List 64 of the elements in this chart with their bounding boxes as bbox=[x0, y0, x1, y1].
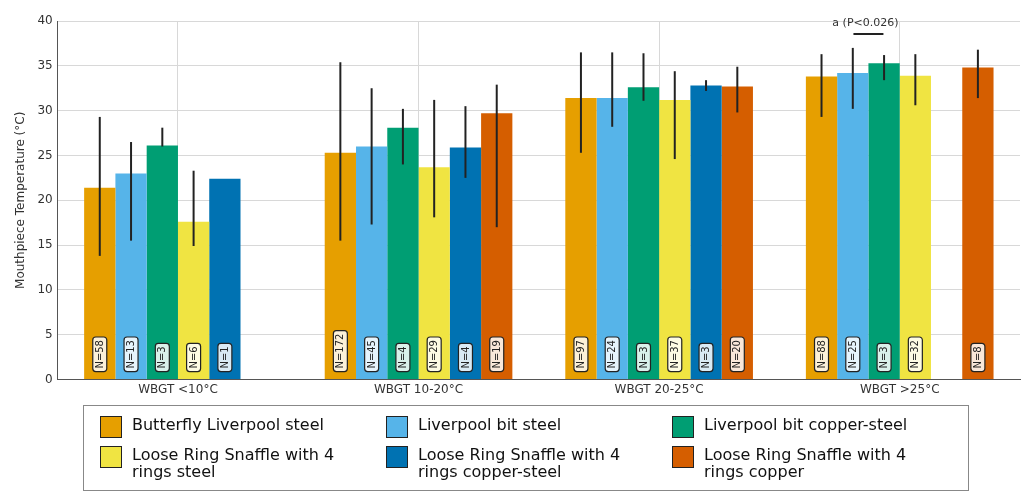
bar bbox=[387, 127, 419, 380]
annotation: N=32 bbox=[909, 340, 921, 369]
y-tick-label: 40 bbox=[37, 13, 53, 28]
annotation: N=1 bbox=[218, 346, 230, 369]
bar bbox=[837, 73, 869, 380]
bar bbox=[805, 76, 838, 380]
y-tick-label: 20 bbox=[37, 192, 53, 207]
annotation: N=19 bbox=[490, 340, 502, 369]
bar bbox=[659, 99, 691, 380]
annotation: N=8 bbox=[971, 346, 983, 369]
bar bbox=[721, 86, 753, 380]
bar bbox=[355, 146, 388, 380]
annotation: N=29 bbox=[428, 340, 440, 369]
legend-label: Loose Ring Snaffle with 4 rings copper-steel bbox=[418, 445, 622, 481]
annotation: N=4 bbox=[397, 346, 408, 369]
x-tick-label: WBGT 10-20°C bbox=[373, 381, 464, 396]
annotation: N=3 bbox=[700, 346, 712, 369]
x-tick-label: WBGT 20-25°C bbox=[614, 381, 704, 396]
annotation: N=172 bbox=[334, 333, 346, 369]
bar bbox=[418, 167, 450, 380]
bar bbox=[899, 75, 931, 380]
bar bbox=[565, 98, 597, 380]
bar bbox=[177, 221, 210, 380]
y-axis-title: Mouthpiece Temperature (°C) bbox=[13, 111, 28, 289]
bar bbox=[84, 187, 116, 380]
bar bbox=[449, 147, 482, 380]
annotation: N=45 bbox=[365, 340, 377, 369]
bar bbox=[209, 178, 241, 380]
legend-label: Liverpool bit copper-steel bbox=[704, 415, 908, 434]
y-tick-label: 5 bbox=[45, 326, 53, 341]
bar bbox=[962, 67, 994, 380]
annotation: N=37 bbox=[668, 340, 680, 369]
legend-label: Liverpool bit steel bbox=[418, 415, 562, 434]
y-tick-label: 30 bbox=[37, 102, 53, 117]
legend-label: Butterfly Liverpool steel bbox=[132, 415, 324, 434]
annotation: N=13 bbox=[125, 340, 137, 369]
annotation: N=24 bbox=[606, 340, 618, 369]
annotation: N=58 bbox=[93, 340, 105, 369]
y-tick-label: 0 bbox=[45, 371, 53, 386]
annotation: N=88 bbox=[815, 340, 827, 369]
bar bbox=[596, 98, 628, 380]
annotation: N=3 bbox=[637, 346, 649, 369]
annotation: N=97 bbox=[575, 340, 587, 369]
bar bbox=[115, 173, 147, 380]
bar bbox=[690, 85, 722, 380]
y-tick-label: 10 bbox=[37, 282, 53, 297]
x-tick-label: WBGT >25°C bbox=[859, 381, 940, 396]
annotation: a (P<0.026) bbox=[832, 16, 899, 29]
y-tick-label: 35 bbox=[37, 57, 53, 72]
y-tick-label: 25 bbox=[37, 147, 53, 162]
annotation: N=3 bbox=[156, 346, 168, 369]
bar bbox=[868, 63, 900, 380]
legend-label: Loose Ring Snaffle with 4 rings steel bbox=[132, 445, 336, 481]
bar bbox=[627, 87, 660, 380]
y-tick-label: 15 bbox=[37, 237, 53, 252]
annotation: N=6 bbox=[187, 346, 199, 369]
bar bbox=[146, 145, 178, 380]
bar bbox=[481, 113, 513, 380]
annotation: N=4 bbox=[459, 346, 471, 369]
legend-label: Loose Ring Snaffle with 4 rings copper bbox=[704, 445, 908, 481]
annotation: N=25 bbox=[846, 340, 858, 369]
x-tick-label: WBGT <10°C bbox=[138, 381, 218, 396]
annotation: N=3 bbox=[878, 346, 890, 369]
annotation: N=20 bbox=[731, 340, 743, 369]
